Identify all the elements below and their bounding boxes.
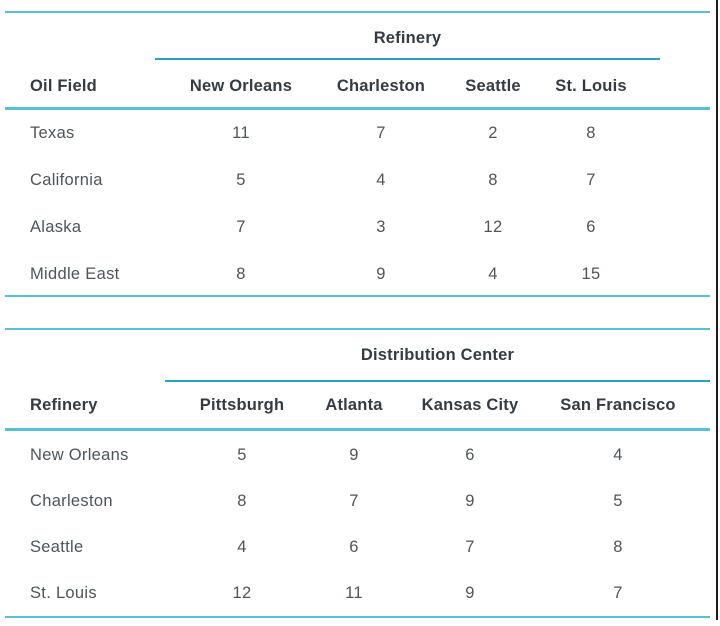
data-cell: 9 — [376, 265, 386, 283]
table1-column-header: St. Louis — [555, 76, 627, 95]
table-row: Alaska 7 3 12 6 — [5, 204, 710, 251]
data-cell: 7 — [586, 171, 596, 189]
data-cell: 9 — [465, 491, 475, 510]
table-row: New Orleans 5 9 6 4 — [5, 432, 710, 478]
table1-group-underline — [155, 58, 660, 60]
data-cell: 11 — [345, 583, 363, 602]
row-label: California — [30, 171, 103, 189]
data-cell: 2 — [488, 124, 498, 142]
table2-bottom-rule — [5, 616, 710, 618]
data-cell: 11 — [232, 124, 250, 142]
row-label: New Orleans — [30, 445, 129, 464]
data-cell: 5 — [237, 445, 247, 464]
data-cell: 6 — [586, 218, 596, 236]
data-cell: 4 — [488, 265, 498, 283]
table2-header-row: Refinery Pittsburgh Atlanta Kansas City … — [5, 394, 710, 416]
data-cell: 3 — [376, 218, 386, 236]
distribution-center-table: Distribution Center Refinery Pittsburgh … — [5, 328, 710, 618]
table2-column-header: Kansas City — [421, 395, 519, 414]
table1-top-rule — [5, 11, 710, 13]
table2-group-underline — [165, 380, 710, 382]
data-cell: 9 — [349, 445, 359, 464]
table-row: Charleston 8 7 9 5 — [5, 478, 710, 524]
table1-group-header: Refinery — [373, 29, 442, 47]
table1-bottom-rule — [5, 295, 710, 297]
table-row: California 5 4 8 7 — [5, 157, 710, 204]
data-cell: 4 — [376, 171, 386, 189]
table-row: St. Louis 12 11 9 7 — [5, 570, 710, 616]
table1-row-header-label: Oil Field — [30, 76, 97, 95]
table1-header-row: Oil Field New Orleans Charleston Seattle… — [5, 75, 710, 97]
data-cell: 6 — [465, 445, 475, 464]
row-label: Middle East — [30, 265, 120, 283]
data-cell: 12 — [232, 583, 252, 602]
data-cell: 7 — [465, 537, 475, 556]
table1-column-header: Seattle — [465, 76, 521, 95]
data-cell: 7 — [376, 124, 386, 142]
data-cell: 5 — [236, 171, 246, 189]
row-label: Alaska — [30, 218, 82, 236]
data-cell: 8 — [236, 265, 246, 283]
data-cell: 9 — [465, 583, 475, 602]
table1-column-header: New Orleans — [189, 76, 293, 95]
data-cell: 7 — [349, 491, 359, 510]
data-cell: 8 — [586, 124, 596, 142]
table2-row-header-label: Refinery — [30, 395, 98, 414]
data-cell: 7 — [236, 218, 246, 236]
row-label: Seattle — [30, 537, 84, 556]
table1-header-rule — [5, 107, 710, 110]
row-label: Charleston — [30, 491, 113, 510]
table2-header-rule — [5, 428, 710, 431]
data-cell: 4 — [613, 445, 623, 464]
window-edge-line — [716, 0, 718, 620]
table-row: Seattle 4 6 7 8 — [5, 524, 710, 570]
data-cell: 12 — [483, 218, 503, 236]
table-row: Texas 11 7 2 8 — [5, 110, 710, 157]
data-cell: 15 — [581, 265, 601, 283]
table2-column-header: Pittsburgh — [199, 395, 285, 414]
table1-column-header: Charleston — [336, 76, 426, 95]
row-label: St. Louis — [30, 583, 97, 602]
row-label: Texas — [30, 124, 75, 142]
data-cell: 8 — [613, 537, 623, 556]
data-cell: 5 — [613, 491, 623, 510]
refinery-table: Refinery Oil Field New Orleans Charlesto… — [5, 11, 710, 297]
table-row: Middle East 8 9 4 15 — [5, 251, 710, 298]
data-cell: 7 — [613, 583, 623, 602]
data-cell: 4 — [237, 537, 247, 556]
data-cell: 8 — [488, 171, 498, 189]
data-cell: 8 — [237, 491, 247, 510]
table2-group-header: Distribution Center — [360, 346, 515, 364]
table2-column-header: Atlanta — [325, 395, 383, 414]
table2-column-header: San Francisco — [560, 395, 676, 414]
table2-top-rule — [5, 328, 710, 330]
data-cell: 6 — [349, 537, 359, 556]
